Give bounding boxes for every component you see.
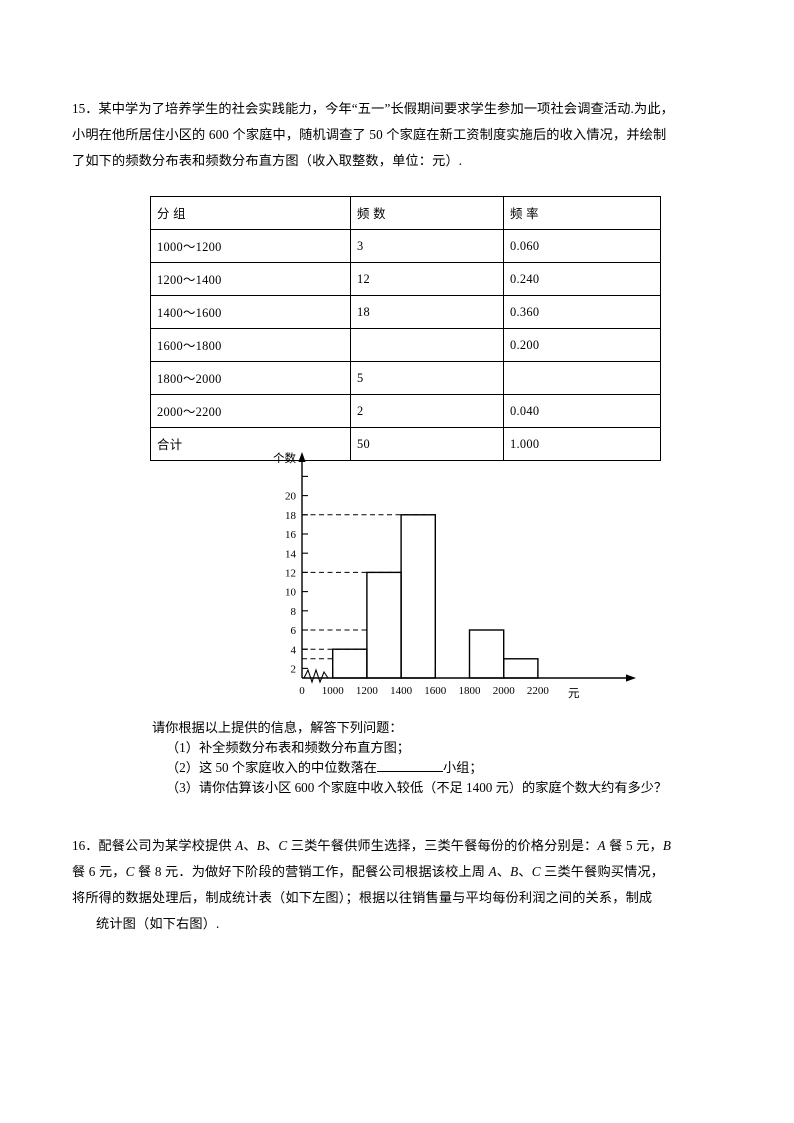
table-row-total: 合计 50 1.000 xyxy=(150,427,661,461)
cell-rate: 0.240 xyxy=(503,262,661,296)
cell-frequency: 12 xyxy=(350,262,504,296)
cell-rate: 0.040 xyxy=(503,394,661,428)
y-tick-label-12: 12 xyxy=(285,568,296,580)
bar-1800-2000 xyxy=(468,629,505,679)
bar-1200-1400 xyxy=(366,571,402,679)
cell-group: 1200～1400 xyxy=(150,262,351,296)
y-axis-title: 个数 xyxy=(273,451,296,465)
guide-lines xyxy=(302,514,436,660)
table-header-row: 分 组 频 数 频 率 xyxy=(150,196,661,230)
problem-15-line-2: 小明在他所居住小区的 600 个家庭中，随机调查了 50 个家庭在新工资制度实施… xyxy=(72,127,667,142)
histogram-svg: 2 4 6 8 10 12 14 16 18 20 个数 xyxy=(273,451,636,700)
cell-rate: 0.360 xyxy=(503,295,661,329)
cell-rate-total: 1.000 xyxy=(503,427,661,461)
question-1: （1）补全频数分布表和频数分布直方图； xyxy=(166,740,410,755)
cell-group: 1000～1200 xyxy=(150,229,351,263)
table-row: 1600～1800 0.200 xyxy=(150,328,661,362)
question-2: （2）这 50 个家庭收入的中位数落在 小组； xyxy=(152,758,732,778)
problem-15-line-1: 15．某中学为了培养学生的社会实践能力，今年“五一”长假期间要求学生参加一项社会… xyxy=(72,96,732,122)
y-tick-label-6: 6 xyxy=(291,625,297,637)
cell-rate-blank xyxy=(503,361,661,395)
y-axis-tick-labels: 2 4 6 8 10 12 14 16 18 20 xyxy=(285,491,297,676)
y-tick-label-8: 8 xyxy=(291,606,297,618)
cell-frequency: 2 xyxy=(350,394,504,428)
problem-15-line-3: 了如下的频数分布表和频数分布直方图（收入取整数，单位：元）. xyxy=(72,153,463,168)
x-tick-label-2200: 2200 xyxy=(527,685,550,697)
y-tick-label-16: 16 xyxy=(285,529,297,541)
cell-group-total: 合计 xyxy=(150,427,351,461)
table-row: 1400～1600 18 0.360 xyxy=(150,295,661,329)
x-tick-label-1600: 1600 xyxy=(424,685,447,697)
cell-rate: 0.200 xyxy=(503,328,661,362)
cell-group: 1400～1600 xyxy=(150,295,351,329)
problem-15-number: 15． xyxy=(72,101,99,116)
problem-15-text-1: 某中学为了培养学生的社会实践能力，今年“五一”长假期间要求学生参加一项社会调查活… xyxy=(98,101,674,116)
problem-16-line-4: 统计图（如下右图）. xyxy=(96,916,220,931)
frequency-histogram: 2 4 6 8 10 12 14 16 18 20 个数 xyxy=(258,450,658,710)
x-tick-label-1200: 1200 xyxy=(356,685,379,697)
question-2-tail: 小组； xyxy=(443,760,483,775)
y-axis xyxy=(298,452,306,678)
question-2-answer-blank[interactable] xyxy=(377,758,443,772)
cell-frequency-total: 50 xyxy=(350,427,504,461)
question-2-text: （2）这 50 个家庭收入的中位数落在 xyxy=(166,760,377,775)
cell-frequency: 5 xyxy=(350,361,504,395)
cell-frequency: 3 xyxy=(350,229,504,263)
cell-group: 2000～2200 xyxy=(150,394,351,428)
y-tick-label-2: 2 xyxy=(291,664,297,676)
histogram-bars xyxy=(331,514,539,679)
y-tick-label-14: 14 xyxy=(285,548,297,560)
bar-1400-1600 xyxy=(400,514,437,679)
axis-break-zigzag xyxy=(303,668,329,684)
table-row: 1800～2000 5 xyxy=(150,361,661,395)
cell-rate: 0.060 xyxy=(503,229,661,263)
cell-frequency: 18 xyxy=(350,295,504,329)
x-tick-label-1400: 1400 xyxy=(390,685,413,697)
frequency-distribution-table: 分 组 频 数 频 率 1000～1200 3 0.060 1200～1400 … xyxy=(150,196,661,461)
table-header-group: 分 组 xyxy=(150,196,351,230)
bar-2000-2200 xyxy=(502,658,539,679)
x-tick-label-1800: 1800 xyxy=(459,685,482,697)
problem-16-line-1: 16．配餐公司为某学校提供 A、B、C 三类午餐供师生选择，三类午餐每份的价格分… xyxy=(72,833,732,859)
cell-group: 1800～2000 xyxy=(150,361,351,395)
y-tick-label-4: 4 xyxy=(291,644,297,656)
cell-group: 1600～1800 xyxy=(150,328,351,362)
question-3: （3）请你估算该小区 600 个家庭中收入较低（不足 1400 元）的家庭个数大… xyxy=(166,780,668,795)
table-row: 1000～1200 3 0.060 xyxy=(150,229,661,263)
problem-16-line-3: 将所得的数据处理后，制成统计表（如下左图）；根据以往销售量与平均每份利润之间的关… xyxy=(72,890,653,905)
problem-16-line-2: 餐 6 元，C 餐 8 元．为做好下阶段的营销工作，配餐公司根据该校上周 A、B… xyxy=(72,864,665,879)
x-tick-label-0: 0 xyxy=(299,685,305,697)
table-row: 1200～1400 12 0.240 xyxy=(150,262,661,296)
problem-16-number: 16． xyxy=(72,838,99,853)
table-header-frequency: 频 数 xyxy=(350,196,504,230)
questions-intro: 请你根据以上提供的信息，解答下列问题： xyxy=(152,720,403,735)
table-header-rate: 频 率 xyxy=(503,196,661,230)
x-tick-label-1000: 1000 xyxy=(322,685,345,697)
x-axis-unit-label: 元 xyxy=(568,688,580,700)
table-row: 2000～2200 2 0.040 xyxy=(150,394,661,428)
problem-16-text-1: 配餐公司为某学校提供 A、B、C 三类午餐供师生选择，三类午餐每份的价格分别是：… xyxy=(98,838,672,853)
y-tick-label-20: 20 xyxy=(285,491,297,503)
cell-frequency-blank xyxy=(350,328,504,362)
x-tick-label-2000: 2000 xyxy=(493,685,515,697)
problem-16-stem: 16．配餐公司为某学校提供 A、B、C 三类午餐供师生选择，三类午餐每份的价格分… xyxy=(72,833,732,937)
x-axis-tick-labels: 0 1000 1200 1400 1600 1800 2000 2200 xyxy=(299,685,549,697)
y-tick-label-18: 18 xyxy=(285,510,297,522)
problem-15-questions: 请你根据以上提供的信息，解答下列问题： （1）补全频数分布表和频数分布直方图； … xyxy=(152,718,732,798)
bar-1000-1200 xyxy=(331,648,368,679)
problem-15-stem: 15．某中学为了培养学生的社会实践能力，今年“五一”长假期间要求学生参加一项社会… xyxy=(72,96,732,174)
y-tick-label-10: 10 xyxy=(285,587,297,599)
